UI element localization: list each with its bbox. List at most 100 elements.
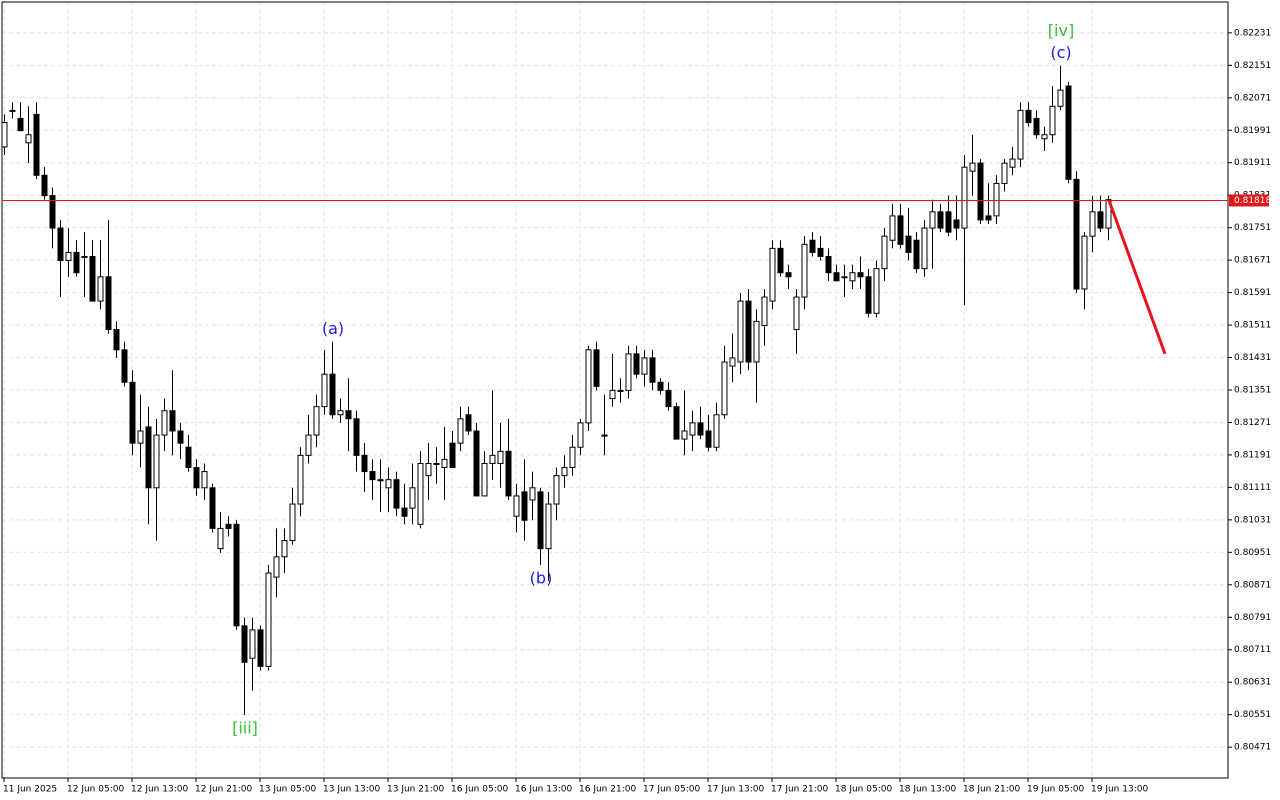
candle-body — [457, 418, 464, 444]
candle-body — [577, 422, 584, 448]
candle-body — [441, 458, 448, 469]
y-tick-label: 0.81111 — [1234, 483, 1271, 493]
candle-body — [289, 503, 296, 542]
y-tick-label: 0.80551 — [1234, 710, 1271, 720]
candle-body — [1057, 89, 1064, 107]
candle-body — [313, 406, 320, 436]
candle-body — [25, 134, 32, 144]
candle-body — [361, 454, 368, 473]
candle-body — [377, 479, 384, 482]
candle-body — [985, 215, 992, 221]
candle-body — [505, 450, 512, 497]
candle-body — [273, 556, 280, 578]
candle-body — [97, 276, 104, 302]
candle-body — [417, 462, 424, 525]
y-tick-label: 0.81751 — [1234, 223, 1271, 233]
candle-body — [329, 373, 336, 416]
candle-body — [993, 182, 1000, 217]
y-tick-label: 0.80471 — [1234, 743, 1271, 753]
y-tick-label: 0.80951 — [1234, 548, 1271, 558]
candle-body — [769, 247, 776, 302]
candle-body — [921, 227, 928, 270]
candle-body — [177, 430, 184, 444]
candle-body — [1025, 109, 1032, 124]
candle-body — [409, 487, 416, 509]
y-tick-label: 0.82071 — [1234, 93, 1271, 103]
x-tick-label: 16 Jun 05:00 — [451, 785, 508, 795]
y-tick-label: 0.81591 — [1234, 288, 1271, 298]
candle-body — [57, 227, 64, 262]
candle-body — [145, 426, 152, 489]
candle-body — [297, 454, 304, 505]
y-tick-label: 0.80631 — [1234, 678, 1271, 688]
candle-body — [193, 467, 200, 489]
candle-body — [633, 353, 640, 375]
candle-body — [937, 211, 944, 229]
candle-body — [425, 462, 432, 477]
candle-body — [913, 239, 920, 270]
x-tick-label: 13 Jun 21:00 — [387, 785, 444, 795]
candle-body — [801, 243, 808, 298]
wave-label: [iv] — [1048, 21, 1074, 40]
wave-label: (a) — [322, 319, 344, 338]
candle-body — [865, 276, 872, 314]
candle-body — [593, 349, 600, 387]
candle-body — [753, 320, 760, 363]
candle-body — [889, 215, 896, 241]
x-tick-label: 11 Jun 2025 — [3, 785, 57, 795]
candle-body — [617, 389, 624, 392]
candle-body — [521, 491, 528, 521]
candle-body — [265, 572, 272, 667]
candle-body — [529, 487, 536, 501]
candle-body — [225, 523, 232, 529]
candle-body — [233, 523, 240, 627]
candle-body — [393, 479, 400, 509]
candle-body — [17, 117, 24, 132]
candle-body — [73, 251, 80, 274]
candle-body — [345, 410, 352, 420]
plot-frame — [1, 1, 1229, 779]
candle-body — [81, 255, 88, 258]
candle-body — [745, 300, 752, 363]
candle-body — [89, 255, 96, 302]
candle-body — [1097, 211, 1104, 229]
candle-body — [9, 109, 16, 112]
x-tick-label: 19 Jun 13:00 — [1091, 785, 1148, 795]
candle-body — [1033, 117, 1040, 136]
candle-body — [689, 422, 696, 436]
candle-body — [537, 491, 544, 550]
candle-body — [513, 495, 520, 517]
candle-body — [1001, 162, 1008, 184]
candle-body — [241, 625, 248, 663]
y-tick-label: 0.81351 — [1234, 386, 1271, 396]
candle-body — [857, 272, 864, 278]
x-tick-label: 12 Jun 13:00 — [131, 785, 188, 795]
x-tick-label: 16 Jun 13:00 — [515, 785, 572, 795]
candle-body — [249, 629, 256, 659]
candle-body — [657, 381, 664, 391]
candle-body — [625, 353, 632, 391]
candle-body — [729, 357, 736, 367]
candle-body — [833, 272, 840, 282]
candle-body — [1017, 109, 1024, 160]
candle-body — [665, 389, 672, 408]
candle-body — [169, 410, 176, 432]
candle-body — [217, 527, 224, 550]
candle-body — [473, 430, 480, 497]
y-tick-label: 0.82151 — [1234, 61, 1271, 71]
candle-body — [905, 235, 912, 253]
candle-body — [609, 389, 616, 400]
y-tick-label: 0.81271 — [1234, 418, 1271, 428]
y-tick-label: 0.81671 — [1234, 256, 1271, 266]
candle-body — [105, 276, 112, 331]
candle-body — [1073, 178, 1080, 290]
x-tick-label: 18 Jun 13:00 — [899, 785, 956, 795]
candle-body — [649, 357, 656, 383]
candle-body — [641, 357, 648, 375]
candle-body — [697, 422, 704, 436]
candle-body — [1, 122, 8, 148]
y-tick-label: 0.81911 — [1234, 158, 1271, 168]
candle-body — [1081, 235, 1088, 290]
candle-body — [305, 434, 312, 456]
